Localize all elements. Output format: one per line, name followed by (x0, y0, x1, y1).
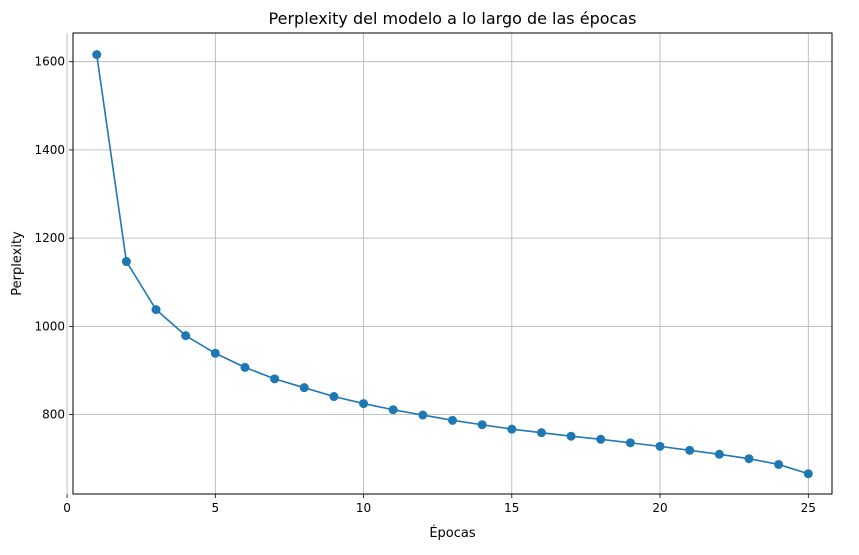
data-point (210, 348, 220, 358)
data-point (744, 454, 754, 464)
data-point (92, 50, 102, 60)
data-point (625, 438, 635, 448)
grid-lines (66, 33, 832, 494)
data-point (655, 441, 665, 451)
data-point (596, 434, 606, 444)
data-point (507, 424, 517, 434)
data-series (92, 50, 813, 479)
data-point (774, 459, 784, 469)
x-tick-label: 10 (356, 501, 371, 515)
chart-title: Perplexity del modelo a lo largo de las … (269, 9, 637, 28)
data-point (151, 305, 161, 315)
data-point (448, 415, 457, 425)
data-point (299, 383, 309, 393)
y-tick-label: 1000 (34, 319, 65, 333)
data-point (714, 449, 724, 459)
data-point (359, 399, 369, 409)
data-point (181, 331, 191, 341)
x-tick-label: 15 (504, 501, 519, 515)
y-tick-label: 1400 (34, 143, 65, 157)
y-tick-label: 1600 (34, 55, 65, 69)
data-point (803, 469, 813, 479)
data-point (477, 420, 487, 430)
y-axis: 800 1000 1200 1400 1600 (34, 55, 73, 422)
x-axis-label: Épocas (429, 525, 476, 541)
x-tick-label: 20 (652, 501, 667, 515)
data-point (329, 392, 339, 402)
x-tick-label: 25 (801, 501, 816, 515)
x-axis: 0 5 10 15 20 25 (63, 494, 816, 515)
y-axis-label: Perplexity (10, 231, 25, 296)
x-tick-label: 0 (63, 501, 71, 515)
data-point (566, 431, 576, 441)
data-point (121, 257, 131, 267)
x-tick-label: 5 (211, 501, 219, 515)
y-tick-label: 800 (42, 408, 65, 422)
plot-frame (72, 32, 833, 495)
data-point (685, 445, 695, 455)
data-point (418, 410, 428, 420)
data-point (536, 428, 546, 438)
y-tick-label: 1200 (34, 231, 65, 245)
data-point (388, 405, 398, 415)
data-point (240, 362, 250, 372)
data-point (270, 374, 280, 384)
